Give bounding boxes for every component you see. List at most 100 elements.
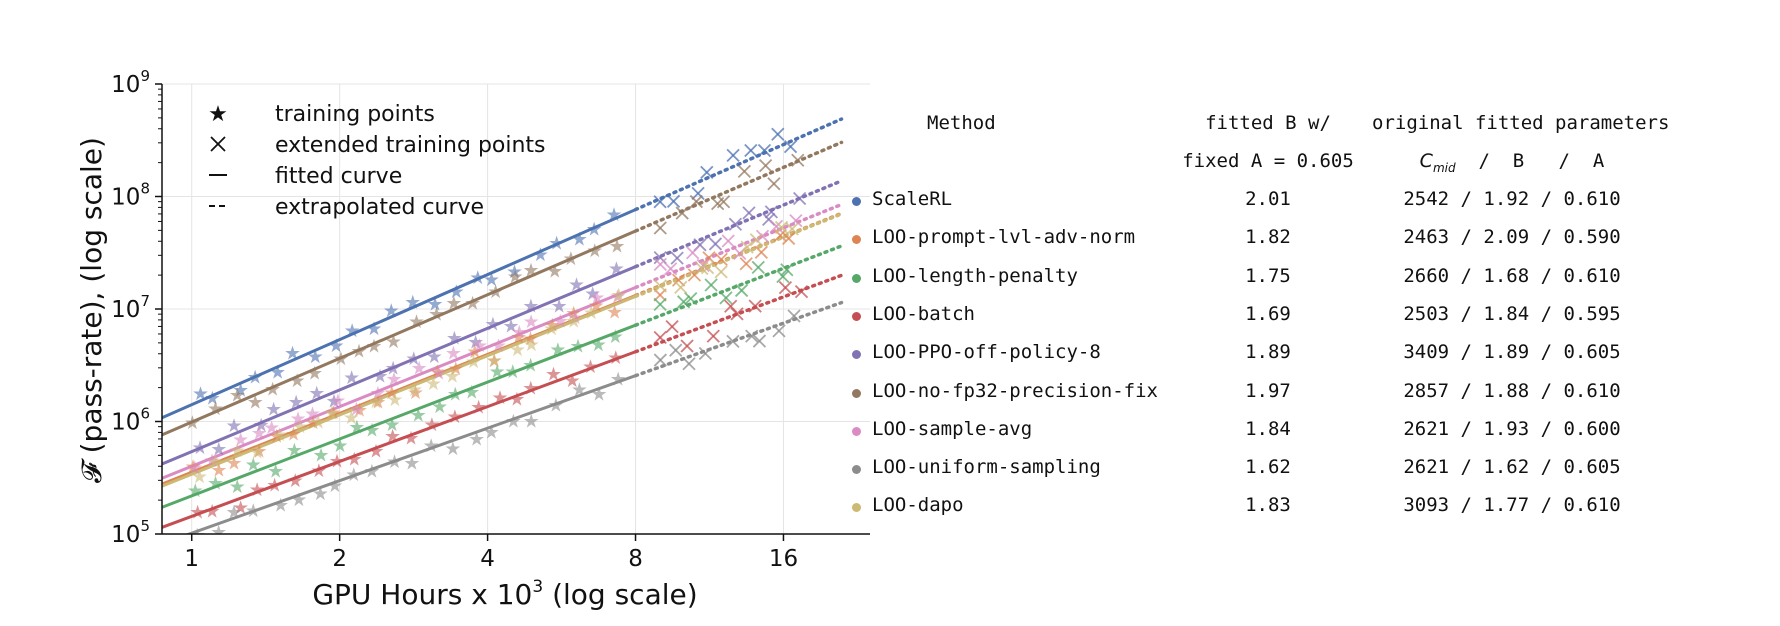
original-params-value: 2463 / 2.09 / 0.590 bbox=[1403, 226, 1621, 249]
extended-training-point bbox=[794, 285, 809, 299]
fitted-b-value: 1.75 bbox=[1245, 264, 1291, 287]
training-point: ★ bbox=[232, 380, 249, 402]
method-name: ScaleRL bbox=[872, 188, 953, 210]
training-point: ★ bbox=[305, 412, 322, 434]
training-point: ★ bbox=[583, 302, 600, 324]
training-point: ★ bbox=[532, 244, 549, 266]
extended-training-point bbox=[726, 148, 740, 163]
extended-training-point bbox=[755, 229, 770, 243]
training-point: ★ bbox=[544, 315, 561, 337]
training-point: ★ bbox=[588, 287, 605, 309]
x-axis-label: GPU Hours x 103 (log scale) bbox=[312, 577, 697, 611]
method-name: LOO-batch bbox=[872, 302, 975, 325]
training-point: ★ bbox=[310, 412, 327, 434]
extended-training-point bbox=[748, 299, 762, 313]
training-point: ★ bbox=[608, 235, 625, 257]
training-point: ★ bbox=[591, 384, 608, 406]
extended-training-point bbox=[716, 195, 731, 209]
fitted-curve-loo-dapo bbox=[162, 295, 637, 488]
original-params-value: 2542 / 1.92 / 0.610 bbox=[1403, 188, 1621, 210]
extended-training-point bbox=[787, 309, 801, 323]
extended-training-point bbox=[744, 143, 758, 158]
extended-training-point bbox=[757, 143, 772, 158]
table-row: LOO-dapo 1.83 3093 / 1.77 / 0.610 bbox=[852, 494, 1752, 522]
training-point: ★ bbox=[210, 522, 227, 544]
training-point: ★ bbox=[608, 258, 625, 280]
training-point: ★ bbox=[610, 368, 627, 390]
extended-training-point bbox=[719, 291, 733, 305]
training-point: ★ bbox=[487, 281, 504, 303]
training-point: ★ bbox=[253, 414, 270, 436]
table-row: LOO-PPO-off-policy-8 1.89 3409 / 1.89 / 0.… bbox=[852, 341, 1752, 369]
extended-training-point bbox=[664, 262, 678, 276]
extended-training-point bbox=[706, 329, 720, 343]
extended-training-point bbox=[700, 165, 714, 180]
training-point: ★ bbox=[385, 369, 402, 391]
training-point: ★ bbox=[370, 391, 387, 413]
extended-training-point bbox=[774, 220, 789, 235]
training-point: ★ bbox=[385, 331, 402, 353]
training-point: ★ bbox=[510, 326, 527, 348]
extended-training-point bbox=[653, 257, 667, 272]
training-point: ★ bbox=[590, 334, 607, 356]
training-point: ★ bbox=[367, 441, 384, 463]
training-point: ★ bbox=[267, 461, 284, 483]
extended-training-point bbox=[674, 280, 688, 295]
training-point: ★ bbox=[348, 398, 365, 420]
training-point: ★ bbox=[610, 285, 627, 307]
training-point: ★ bbox=[431, 396, 448, 418]
method-name: LOO-prompt-lvl-adv-norm bbox=[872, 226, 1136, 249]
fitted-curve-loo-ppo-off-policy-8 bbox=[162, 265, 637, 466]
original-params-value: 3409 / 1.89 / 0.605 bbox=[1403, 341, 1621, 364]
fitted-b-value: 1.84 bbox=[1245, 417, 1291, 440]
training-point: ★ bbox=[366, 318, 383, 340]
training-point: ★ bbox=[402, 427, 419, 449]
training-point: ★ bbox=[606, 302, 623, 324]
extended-training-point bbox=[734, 283, 749, 298]
training-point: ★ bbox=[210, 459, 227, 481]
training-point: ★ bbox=[564, 370, 581, 392]
training-point: ★ bbox=[509, 339, 526, 361]
training-point: ★ bbox=[249, 441, 266, 463]
training-point: ★ bbox=[344, 320, 361, 342]
fitted-b-value: 1.62 bbox=[1245, 456, 1291, 479]
training-point: ★ bbox=[469, 267, 486, 289]
training-point: ★ bbox=[545, 364, 562, 386]
extended-training-point bbox=[724, 299, 738, 313]
extrapolated-curve-loo-uniform-sampling bbox=[633, 300, 844, 378]
table-row: LOO-length-penalty 1.75 2660 / 1.68 / 0.61… bbox=[852, 265, 1752, 293]
training-point: ★ bbox=[446, 327, 463, 349]
extended-training-point bbox=[751, 260, 765, 274]
scaling-chart: ★★ ★★ ★★ ★ ★★ ★★ ★ ★★★★ ★★★ ★★★★ ★★★★ ★★ ★ ★ ★★ ★★ ★★ ★★★… bbox=[75, 67, 870, 611]
training-point: ★ bbox=[429, 361, 446, 383]
extrapolated-curve-loo-length-penalty bbox=[633, 244, 844, 327]
extended-training-point bbox=[772, 324, 786, 338]
training-point: ★ bbox=[325, 391, 342, 413]
training-point: ★ bbox=[225, 415, 242, 437]
training-point: ★ bbox=[410, 404, 427, 426]
training-point: ★ bbox=[367, 391, 384, 413]
extended-training-point bbox=[696, 258, 710, 273]
x-tick-label: 2 bbox=[332, 546, 347, 572]
y-tick-label: 107 bbox=[111, 292, 150, 323]
extended-training-point bbox=[745, 329, 759, 343]
fitted-b-value: 1.89 bbox=[1245, 341, 1291, 364]
extended-training-point bbox=[689, 194, 703, 209]
training-point: ★ bbox=[607, 347, 624, 369]
training-point: ★ bbox=[586, 219, 603, 241]
training-point: ★ bbox=[504, 361, 521, 383]
fitted-b-value: 2.01 bbox=[1245, 188, 1291, 210]
series-color-dot bbox=[852, 426, 861, 436]
table-row: ScaleRL 2.01 2542 / 1.92 / 0.610 bbox=[852, 188, 1752, 216]
training-point: ★ bbox=[346, 448, 363, 470]
extended-training-point bbox=[682, 357, 696, 371]
training-point: ★ bbox=[310, 460, 327, 482]
training-point: ★ bbox=[546, 261, 563, 283]
header-cmid: Cmid bbox=[1419, 150, 1456, 175]
table-row: LOO-prompt-lvl-adv-norm 1.82 2463 / 2.09 /… bbox=[852, 226, 1752, 254]
training-point: ★ bbox=[425, 373, 442, 395]
series-color-dot bbox=[852, 197, 861, 206]
y-tick-labels: 105 106 107 108 109 bbox=[111, 67, 150, 548]
series-color-dot bbox=[852, 503, 861, 513]
training-point: ★ bbox=[290, 408, 307, 430]
